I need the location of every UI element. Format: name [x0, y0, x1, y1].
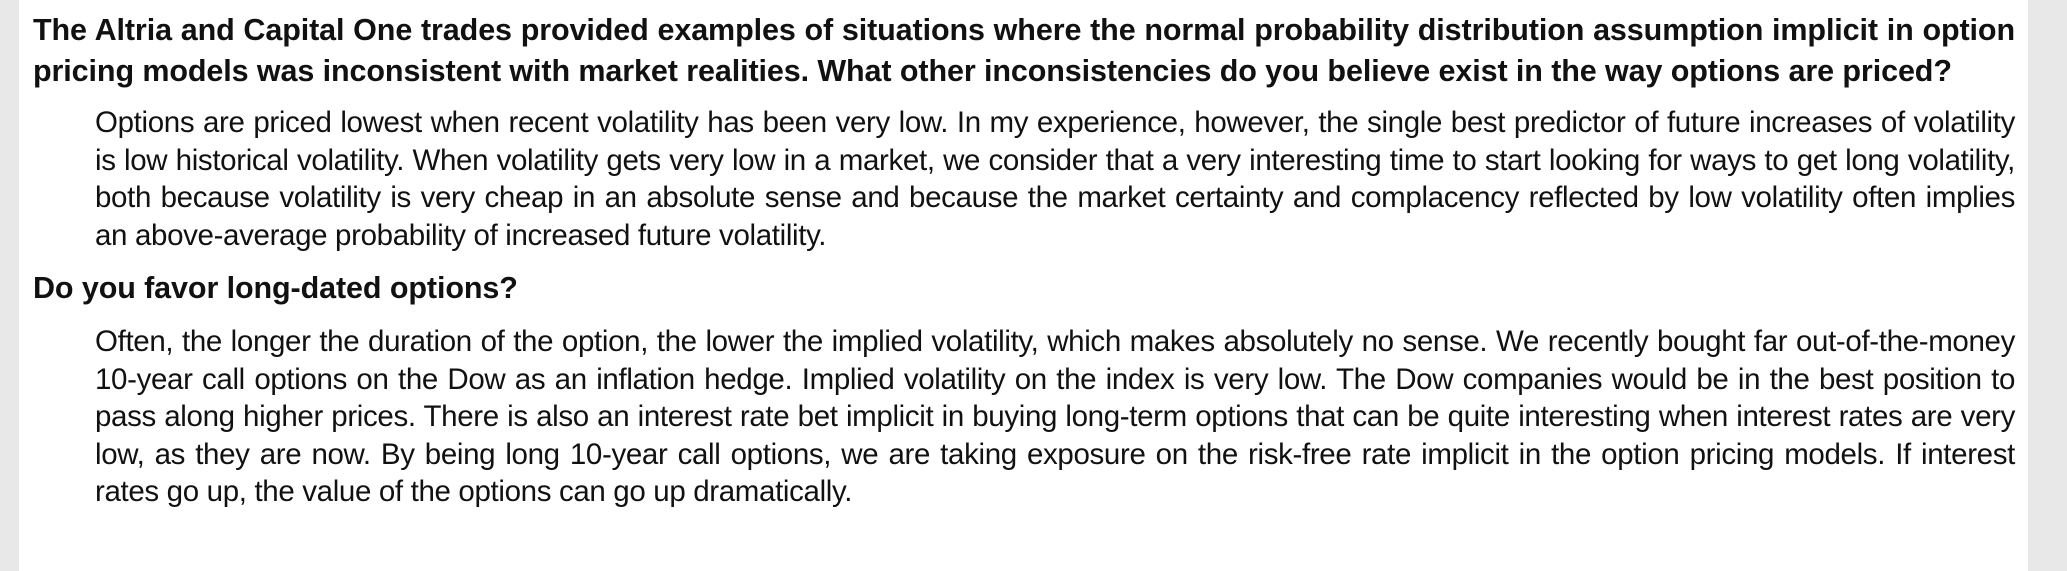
answer-paragraph: Often, the longer the duration of the op…	[95, 325, 2015, 508]
document-page: The Altria and Capital One trades provid…	[19, 0, 2028, 571]
answer-paragraph: Options are priced lowest when recent vo…	[95, 106, 2015, 252]
question-heading: Do you favor long-dated options?	[33, 271, 518, 305]
question-heading: The Altria and Capital One trades provid…	[33, 13, 2015, 88]
